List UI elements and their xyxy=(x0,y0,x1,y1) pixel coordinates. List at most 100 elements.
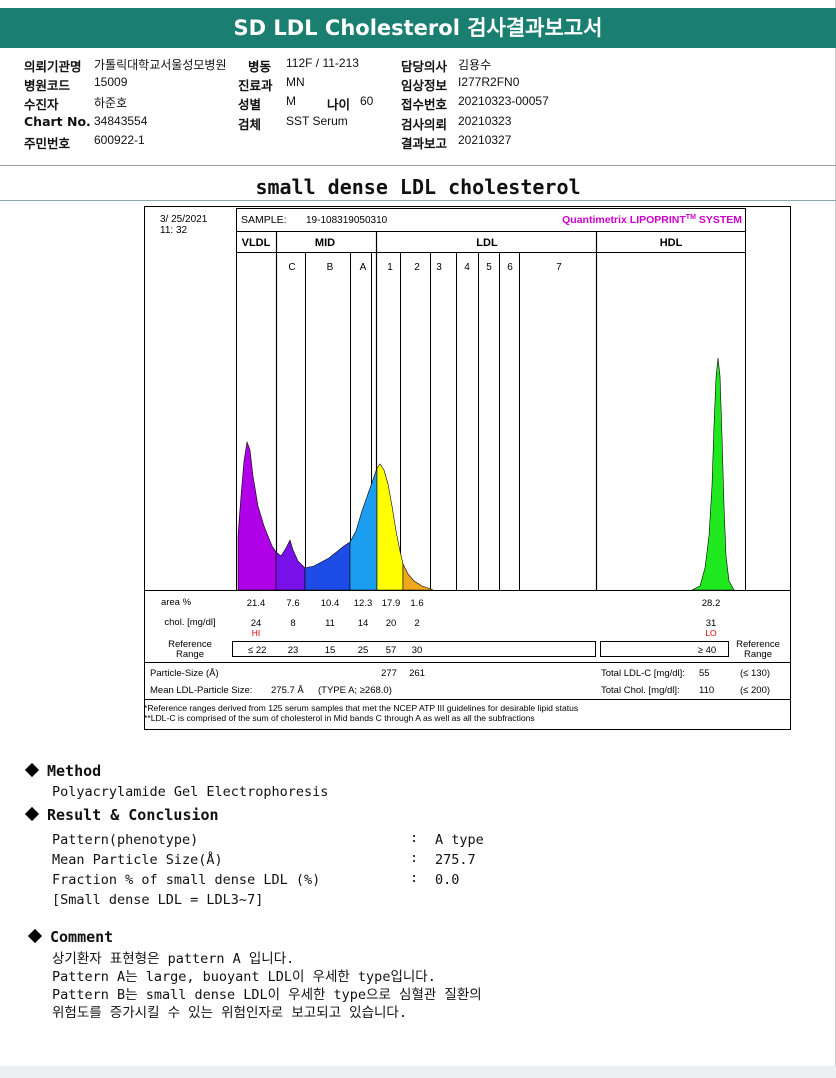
area-value-ldl2: 1.6 xyxy=(410,598,423,609)
total-ldl-value: 55 xyxy=(699,668,710,679)
flag-vldl: HI xyxy=(252,628,261,638)
method-heading: Method xyxy=(24,762,101,780)
ref-range-label-line2: Range xyxy=(176,649,204,660)
particle-size-ldl2: 261 xyxy=(409,668,425,679)
method-text: Polyacrylamide Gel Electrophoresis xyxy=(52,784,329,800)
ref-range-label-line1: Reference xyxy=(168,639,212,650)
area-value-b: 10.4 xyxy=(321,598,340,609)
request-label: 검사의뢰 xyxy=(401,117,448,132)
receipt-value: 20210323-00057 xyxy=(458,94,549,108)
group-mid: MID xyxy=(315,237,335,249)
lipoprint-chart: 3/ 25/2021 11: 32 SAMPLE: 19-10831905031… xyxy=(144,206,791,730)
result-colon: : xyxy=(410,870,419,886)
chol-value-a: 14 xyxy=(358,618,369,629)
comment-line-3: Pattern B는 small dense LDL이 우세한 type으로 심… xyxy=(52,987,482,1003)
mean-size-value: 275.7 Å xyxy=(271,685,304,696)
chol-value-b: 11 xyxy=(325,618,335,629)
band-label-1: 1 xyxy=(387,262,393,273)
institution-label: 의뢰기관명 xyxy=(24,59,82,74)
chart-areas xyxy=(237,357,735,591)
comment-line-4: 위험도를 증가시킬 수 있는 위험인자로 보고되고 있습니다. xyxy=(52,1005,407,1021)
band-label-5: 5 xyxy=(486,262,492,273)
result-label-mean-size: Mean Particle Size(Å) xyxy=(52,852,223,868)
sex-value: M xyxy=(286,94,296,108)
area-value-a: 12.3 xyxy=(354,598,373,609)
institution-value: 가톨릭대학교서울성모병원 xyxy=(94,58,227,72)
report-subtitle: small dense LDL cholesterol xyxy=(255,175,581,199)
band-label-4: 4 xyxy=(464,262,470,273)
patient-label: 수진자 xyxy=(24,97,59,112)
chol-value-ldl2: 2 xyxy=(414,618,419,629)
ref-value-ldl1: 57 xyxy=(386,645,397,656)
result-colon: : xyxy=(410,830,419,846)
report-date-label: 결과보고 xyxy=(401,136,448,151)
diamond-bullet-icon xyxy=(27,928,43,944)
footnote-1: *Reference ranges derived from 125 serum… xyxy=(144,703,578,713)
lipoprint-report: 3/ 25/2021 11: 32 SAMPLE: 19-10831905031… xyxy=(144,206,791,730)
result-label-pattern: Pattern(phenotype) xyxy=(52,832,199,848)
comment-heading: Comment xyxy=(27,928,113,946)
dept-label: 진료과 xyxy=(238,78,273,93)
total-chol-value: 110 xyxy=(699,685,714,696)
dept-value: MN xyxy=(286,75,305,89)
group-vldl: VLDL xyxy=(242,237,271,249)
ref-value-ldl2: 30 xyxy=(412,645,423,656)
clinical-label: 임상정보 xyxy=(401,78,448,93)
hospital-code-label: 병원코드 xyxy=(24,78,71,93)
ref-range-label-right-1: Reference xyxy=(736,639,780,650)
flag-hdl: LO xyxy=(705,628,717,638)
chart-frame xyxy=(144,206,791,730)
ref-range-box-left xyxy=(232,641,596,657)
ref-value-vldl: ≤ 22 xyxy=(248,645,266,656)
area-label: area % xyxy=(161,597,192,608)
rrn-value: 600922-1 xyxy=(94,133,145,147)
divider xyxy=(0,165,836,166)
band-label-3: 3 xyxy=(436,262,442,273)
age-label: 나이 xyxy=(327,97,351,112)
chart-no-value: 34843554 xyxy=(94,114,148,128)
report-title-bar: SD LDL Cholesterol 검사결과보고서 xyxy=(0,8,836,48)
sample-id: 19-108319050310 xyxy=(306,215,388,226)
specimen-value: SST Serum xyxy=(286,114,348,128)
rrn-label: 주민번호 xyxy=(24,136,71,151)
band-label-6: 6 xyxy=(507,262,513,273)
ref-value-c: 23 xyxy=(288,645,299,656)
area-value-c: 7.6 xyxy=(286,598,299,609)
footnote-2: **LDL-C is comprised of the sum of chole… xyxy=(144,713,535,723)
ref-range-box-right xyxy=(600,641,729,657)
area-value-hdl: 28.2 xyxy=(702,598,721,609)
doctor-label: 담당의사 xyxy=(401,59,448,74)
chol-value-hdl: 31 xyxy=(706,618,717,629)
ward-value: 112F / 11-213 xyxy=(286,56,359,70)
patient-value: 하준호 xyxy=(94,96,128,110)
total-chol-ref: (≤ 200) xyxy=(740,685,770,696)
band-label-7: 7 xyxy=(556,262,562,273)
result-colon: : xyxy=(410,850,419,866)
ref-range-label-right-2: Range xyxy=(744,649,772,660)
age-value: 60 xyxy=(360,94,374,108)
comment-line-2: Pattern A는 large, buoyant LDL이 우세한 type입… xyxy=(52,969,436,985)
specimen-label: 검체 xyxy=(238,117,262,132)
request-value: 20210323 xyxy=(458,114,512,128)
time-text: 11: 32 xyxy=(160,225,187,236)
area-hdl xyxy=(691,357,735,591)
chol-label: chol. [mg/dl] xyxy=(164,617,215,628)
ref-value-b: 15 xyxy=(325,645,336,656)
chol-value-vldl: 24 xyxy=(251,618,262,629)
area-value-vldl: 21.4 xyxy=(247,598,266,609)
result-note: [Small dense LDL = LDL3~7] xyxy=(52,892,264,908)
receipt-label: 접수번호 xyxy=(401,97,448,112)
chol-value-c: 8 xyxy=(290,618,295,629)
band-label-b: B xyxy=(327,262,334,273)
band-label-a: A xyxy=(360,262,367,273)
doctor-value: 김용수 xyxy=(458,58,492,72)
comment-line-1: 상기환자 표현형은 pattern A 입니다. xyxy=(52,951,295,967)
diamond-bullet-icon xyxy=(24,762,40,778)
brand-text: Quantimetrix LIPOPRINTTM SYSTEM xyxy=(562,214,742,226)
result-heading: Result & Conclusion xyxy=(24,806,219,824)
ref-value-a: 25 xyxy=(358,645,369,656)
chart-no-label: Chart No. xyxy=(24,114,91,129)
sample-label: SAMPLE: xyxy=(241,214,287,226)
